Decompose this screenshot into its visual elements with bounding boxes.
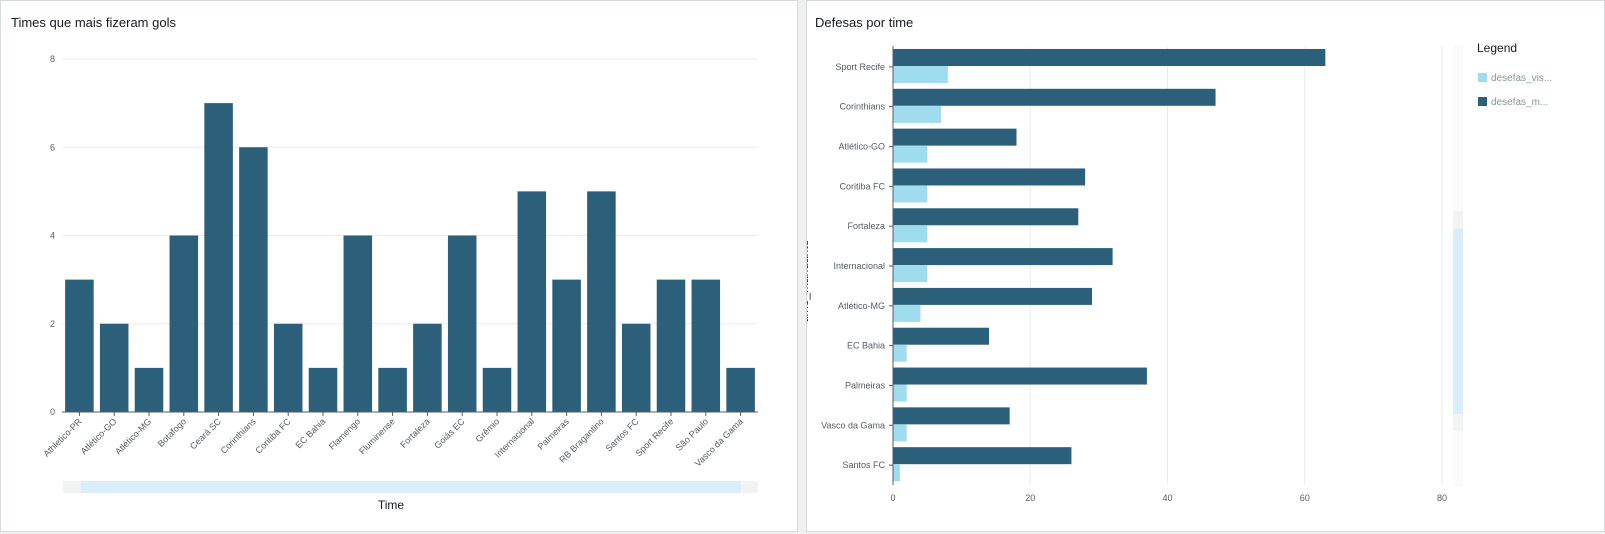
goals-x-tick-label: EC Bahia bbox=[293, 416, 327, 450]
goals-x-tick-label: Coritiba FC bbox=[253, 416, 293, 456]
goals-bar-botafogo[interactable] bbox=[169, 235, 199, 413]
legend-item-home[interactable]: desefas_m... bbox=[1491, 97, 1548, 108]
goals-x-tick-label: Botafogo bbox=[156, 416, 189, 449]
goals-y-tick-label: 8 bbox=[50, 54, 55, 64]
goals-chart-panel: Times que mais fizeram gols 0 2 4 6 8 Athlet… bbox=[0, 0, 798, 532]
defenses-y-axis-label: time_mandante bbox=[807, 239, 811, 322]
defenses-bar-ec-bahia-visitor[interactable] bbox=[893, 344, 907, 362]
goals-bar-vasco-da-gama[interactable] bbox=[726, 367, 755, 412]
legend-swatch-home bbox=[1478, 97, 1487, 106]
defenses-chart-panel: Defesas por time Sport Recife Corinthians… bbox=[806, 0, 1605, 532]
goals-bar-sao-paulo[interactable] bbox=[691, 279, 721, 412]
legend-scrollbar-thumb[interactable] bbox=[1453, 229, 1463, 414]
defenses-bar-fortaleza-visitor[interactable] bbox=[893, 225, 928, 243]
defenses-y-tick-label: Coritiba FC bbox=[839, 181, 885, 191]
goals-bar-flamengo[interactable] bbox=[343, 235, 373, 413]
defenses-bar-palmeiras-visitor[interactable] bbox=[893, 384, 907, 402]
goals-x-tick-label: Ceará SC bbox=[188, 416, 223, 451]
goals-bar-atletico-mg[interactable] bbox=[134, 367, 164, 412]
defenses-x-tick-label: 60 bbox=[1300, 493, 1310, 503]
goals-bar-rb-bragantino[interactable] bbox=[587, 191, 616, 412]
goals-bar-internacional[interactable] bbox=[517, 191, 547, 412]
legend-item-visitor[interactable]: desefas_vis... bbox=[1491, 73, 1552, 84]
goals-x-tick-label: Corinthians bbox=[219, 416, 259, 456]
goals-bar-athletico-pr[interactable] bbox=[65, 279, 94, 412]
goals-x-tick-label: Goiás EC bbox=[432, 416, 467, 451]
defenses-y-tick-label: EC Bahia bbox=[847, 341, 885, 351]
goals-y-tick-label: 4 bbox=[50, 231, 55, 241]
defenses-bar-atletico-mg-visitor[interactable] bbox=[893, 304, 921, 322]
defenses-y-tick-label: Corinthians bbox=[839, 102, 885, 112]
goals-x-tick-label: Santos FC bbox=[603, 416, 640, 453]
defenses-bar-internacional-visitor[interactable] bbox=[893, 265, 928, 283]
defenses-x-tick-label: 80 bbox=[1437, 493, 1447, 503]
goals-y-tick-label: 2 bbox=[50, 319, 55, 329]
defenses-y-tick-label: Internacional bbox=[833, 261, 885, 271]
defenses-bar-santos-fc-visitor[interactable] bbox=[893, 464, 900, 482]
goals-x-tick-label: Atlético-MG bbox=[113, 416, 153, 456]
defenses-bar-corinthians-visitor[interactable] bbox=[893, 105, 942, 123]
goals-x-tick-label: São Paulo bbox=[674, 416, 710, 452]
goals-bar-ceara-sc[interactable] bbox=[204, 103, 233, 412]
defenses-bar-ec-bahia-home[interactable] bbox=[893, 327, 990, 345]
goals-x-tick-label: Flamengo bbox=[327, 416, 362, 451]
defenses-y-tick-label: Sport Recife bbox=[835, 62, 885, 72]
defenses-bar-corinthians-home[interactable] bbox=[893, 88, 1216, 106]
goals-bar-palmeiras[interactable] bbox=[552, 279, 581, 412]
defenses-bar-internacional-home[interactable] bbox=[893, 248, 1113, 266]
defenses-x-tick-label: 40 bbox=[1162, 493, 1172, 503]
defenses-bar-santos-fc-home[interactable] bbox=[893, 447, 1072, 465]
goals-x-tick-label: Fluminense bbox=[357, 416, 397, 456]
defenses-bar-atletico-mg-home[interactable] bbox=[893, 287, 1093, 305]
defenses-bar-vasco-da-gama-home[interactable] bbox=[893, 407, 1010, 425]
defenses-y-tick-label: Vasco da Gama bbox=[821, 420, 885, 430]
defenses-bar-atletico-go-visitor[interactable] bbox=[893, 145, 928, 163]
goals-bar-corinthians[interactable] bbox=[239, 147, 268, 412]
defenses-y-tick-label: Atlético-GO bbox=[838, 142, 885, 152]
goals-bar-fortaleza[interactable] bbox=[413, 323, 442, 412]
defenses-y-tick-label: Santos FC bbox=[842, 460, 885, 470]
defenses-x-tick-label: 0 bbox=[890, 493, 895, 503]
goals-y-tick-label: 6 bbox=[50, 142, 55, 152]
goals-scrollbar-thumb[interactable] bbox=[81, 481, 741, 493]
defenses-bar-sport-recife-home[interactable] bbox=[893, 49, 1326, 66]
goals-x-axis-label: Time bbox=[378, 498, 405, 512]
defenses-bar-sport-recife-visitor[interactable] bbox=[893, 66, 948, 83]
goals-bar-santos-fc[interactable] bbox=[621, 323, 651, 412]
goals-chart-title: Times que mais fizeram gols bbox=[11, 15, 176, 30]
goals-y-tick-label: 0 bbox=[50, 407, 55, 417]
legend-swatch-visitor bbox=[1478, 73, 1487, 82]
goals-bar-coritiba-fc[interactable] bbox=[273, 323, 303, 412]
defenses-bar-fortaleza-home[interactable] bbox=[893, 208, 1079, 226]
goals-x-tick-label: Fortaleza bbox=[398, 416, 432, 450]
goals-bar-goias-ec[interactable] bbox=[447, 235, 477, 413]
defenses-bar-palmeiras-home[interactable] bbox=[893, 367, 1147, 385]
defenses-bar-coritiba-fc-home[interactable] bbox=[893, 168, 1086, 186]
goals-bar-sport-recife[interactable] bbox=[656, 279, 686, 412]
goals-bar-fluminense[interactable] bbox=[378, 367, 407, 412]
defenses-y-tick-label: Atlético-MG bbox=[838, 301, 885, 311]
legend-title: Legend bbox=[1477, 41, 1517, 55]
defenses-y-tick-label: Fortaleza bbox=[847, 221, 885, 231]
defenses-bar-atletico-go-home[interactable] bbox=[893, 128, 1017, 146]
goals-bar-ec-bahia[interactable] bbox=[308, 367, 338, 412]
defenses-bar-coritiba-fc-visitor[interactable] bbox=[893, 185, 928, 203]
goals-bar-atletico-go[interactable] bbox=[99, 323, 129, 412]
goals-x-tick-label: Palmeiras bbox=[536, 416, 572, 452]
defenses-chart-title: Defesas por time bbox=[815, 15, 914, 30]
defenses-bar-vasco-da-gama-visitor[interactable] bbox=[893, 424, 907, 442]
defenses-chart: Sport Recife Corinthians Atlético-GO Coriti… bbox=[807, 41, 1552, 503]
defenses-x-tick-label: 20 bbox=[1025, 493, 1035, 503]
defenses-y-tick-label: Palmeiras bbox=[845, 380, 886, 390]
goals-bar-gremio[interactable] bbox=[482, 367, 512, 412]
goals-x-tick-label: Athletico-PR bbox=[41, 416, 84, 459]
goals-x-tick-label: Grêmio bbox=[473, 416, 501, 444]
